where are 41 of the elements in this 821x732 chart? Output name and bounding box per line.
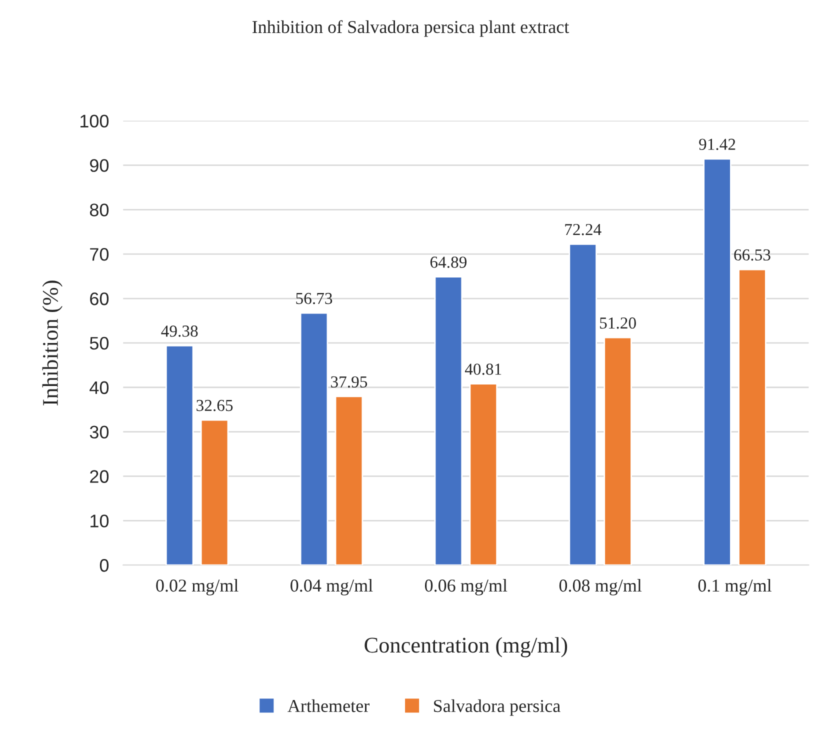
y-tick-label: 100: [80, 114, 109, 128]
bar: [334, 396, 364, 566]
legend-label: Salvadora persica: [434, 699, 560, 716]
y-tick-label: 10: [90, 514, 109, 528]
data-label: 51.20: [600, 317, 636, 329]
x-tick-label: 0.06 mg/ml: [424, 578, 508, 596]
y-tick-label: 80: [90, 204, 109, 216]
y-tick-label: 70: [90, 248, 109, 261]
bar: [165, 345, 194, 566]
x-tick-label: 0.08 mg/ml: [559, 578, 642, 596]
legend-label: Arthemeter: [288, 699, 370, 712]
bar: [738, 268, 766, 566]
y-tick-label: 30: [90, 426, 109, 439]
data-label: 40.81: [464, 364, 502, 375]
data-label: 72.24: [565, 224, 602, 236]
y-tick-label: 20: [90, 470, 109, 483]
bar: [604, 336, 632, 566]
data-label: 49.38: [161, 326, 198, 337]
bar: [300, 312, 328, 566]
y-tick-label: 60: [90, 292, 109, 306]
bar: [434, 276, 463, 566]
bar: [703, 158, 732, 566]
bar: [200, 419, 229, 566]
data-label: 37.95: [331, 376, 368, 388]
y-tick-label: 0: [100, 559, 109, 572]
bar: [568, 243, 597, 566]
x-tick-label: 0.1 mg/ml: [698, 578, 772, 596]
data-label: 66.53: [734, 249, 770, 261]
data-label: 91.42: [699, 138, 736, 150]
x-tick-label: 0.04 mg/ml: [290, 578, 373, 596]
data-label: 64.89: [430, 256, 467, 268]
y-tick-label: 90: [90, 159, 109, 172]
data-label: 56.73: [296, 292, 332, 304]
y-axis-title: Inhibition (%): [42, 280, 62, 406]
data-label: 32.65: [196, 400, 233, 412]
y-tick-label: 50: [90, 336, 109, 350]
x-tick-label: 0.02 mg/ml: [156, 578, 238, 596]
bar: [469, 383, 498, 566]
y-tick-label: 40: [90, 381, 109, 394]
chart-title: Inhibition of Salvadora persica plant extract: [252, 20, 570, 37]
x-axis-title: Concentration (mg/ml): [364, 637, 568, 658]
